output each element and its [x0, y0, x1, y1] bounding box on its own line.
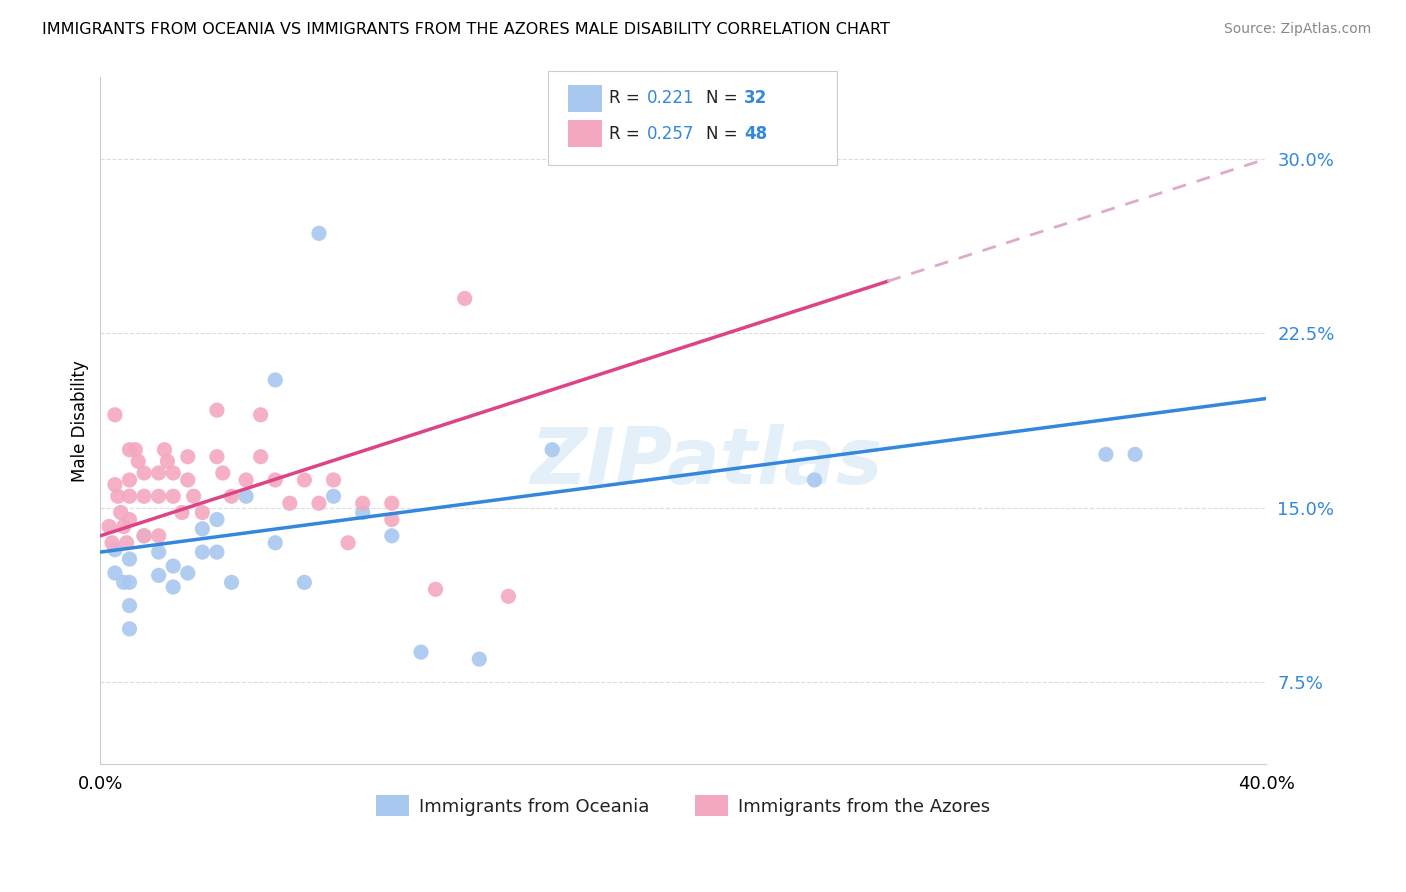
- Point: [132, 529, 155, 543]
- Point: [498, 589, 520, 603]
- Text: R =: R =: [609, 125, 645, 143]
- Text: Source: ZipAtlas.com: Source: ZipAtlas.com: [1223, 22, 1371, 37]
- Point: [352, 506, 374, 520]
- Point: [337, 536, 360, 550]
- Point: [191, 522, 214, 536]
- Point: [191, 545, 214, 559]
- Point: [118, 442, 141, 457]
- Point: [322, 473, 344, 487]
- Point: [148, 568, 170, 582]
- Point: [104, 408, 127, 422]
- Point: [183, 489, 205, 503]
- Point: [110, 506, 132, 520]
- Point: [104, 477, 127, 491]
- Point: [118, 552, 141, 566]
- Point: [118, 512, 141, 526]
- Point: [191, 506, 214, 520]
- Text: IMMIGRANTS FROM OCEANIA VS IMMIGRANTS FROM THE AZORES MALE DISABILITY CORRELATIO: IMMIGRANTS FROM OCEANIA VS IMMIGRANTS FR…: [42, 22, 890, 37]
- Point: [118, 473, 141, 487]
- Point: [468, 652, 491, 666]
- Point: [101, 536, 124, 550]
- Point: [205, 450, 228, 464]
- Point: [381, 529, 404, 543]
- Text: ZIPatlas: ZIPatlas: [530, 424, 883, 500]
- Point: [115, 536, 138, 550]
- Legend: Immigrants from Oceania, Immigrants from the Azores: Immigrants from Oceania, Immigrants from…: [368, 789, 998, 823]
- Point: [425, 582, 447, 597]
- Text: 32: 32: [744, 89, 768, 107]
- Point: [148, 529, 170, 543]
- Point: [118, 575, 141, 590]
- Point: [211, 466, 233, 480]
- Point: [308, 496, 330, 510]
- Point: [264, 373, 287, 387]
- Point: [104, 542, 127, 557]
- Point: [264, 536, 287, 550]
- Point: [235, 473, 257, 487]
- Point: [308, 227, 330, 241]
- Point: [148, 545, 170, 559]
- Point: [132, 466, 155, 480]
- Point: [221, 489, 243, 503]
- Point: [1123, 447, 1146, 461]
- Point: [541, 442, 564, 457]
- Point: [205, 403, 228, 417]
- Point: [264, 473, 287, 487]
- Text: R =: R =: [609, 89, 645, 107]
- Text: 0.257: 0.257: [647, 125, 695, 143]
- Point: [156, 454, 179, 468]
- Point: [249, 408, 271, 422]
- Point: [292, 473, 315, 487]
- Point: [249, 450, 271, 464]
- Point: [132, 489, 155, 503]
- Point: [148, 466, 170, 480]
- Text: N =: N =: [706, 125, 742, 143]
- Point: [177, 473, 200, 487]
- Point: [118, 622, 141, 636]
- Point: [107, 489, 129, 503]
- Point: [112, 519, 135, 533]
- Point: [322, 489, 344, 503]
- Y-axis label: Male Disability: Male Disability: [72, 359, 89, 482]
- Point: [104, 566, 127, 580]
- Point: [278, 496, 301, 510]
- Point: [803, 473, 825, 487]
- Point: [162, 559, 184, 574]
- Point: [124, 442, 146, 457]
- Point: [292, 575, 315, 590]
- Point: [118, 489, 141, 503]
- Point: [381, 496, 404, 510]
- Point: [221, 575, 243, 590]
- Point: [205, 545, 228, 559]
- Point: [235, 489, 257, 503]
- Point: [162, 466, 184, 480]
- Point: [1095, 447, 1118, 461]
- Point: [118, 599, 141, 613]
- Text: N =: N =: [706, 89, 742, 107]
- Point: [177, 566, 200, 580]
- Text: 0.221: 0.221: [647, 89, 695, 107]
- Point: [98, 519, 121, 533]
- Point: [205, 512, 228, 526]
- Point: [352, 496, 374, 510]
- Point: [148, 489, 170, 503]
- Point: [170, 506, 193, 520]
- Point: [162, 489, 184, 503]
- Point: [454, 292, 477, 306]
- Point: [162, 580, 184, 594]
- Text: 48: 48: [744, 125, 766, 143]
- Point: [177, 450, 200, 464]
- Point: [409, 645, 432, 659]
- Point: [132, 529, 155, 543]
- Point: [153, 442, 176, 457]
- Point: [127, 454, 149, 468]
- Point: [112, 575, 135, 590]
- Point: [381, 512, 404, 526]
